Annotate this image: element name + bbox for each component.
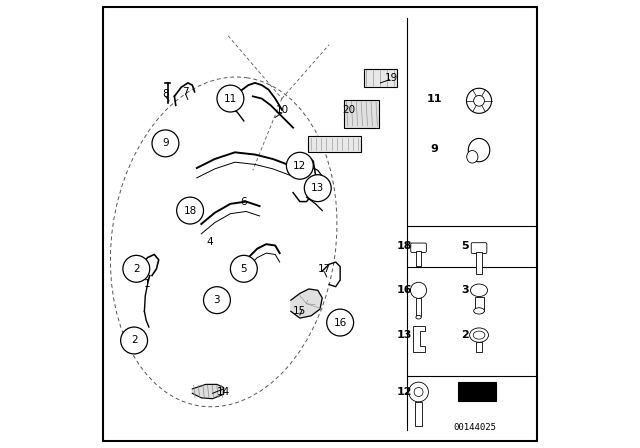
FancyBboxPatch shape [471,243,487,254]
Text: 5: 5 [461,241,468,250]
Text: 1: 1 [144,280,151,289]
Text: 10: 10 [275,105,289,115]
Circle shape [326,309,353,336]
Text: 13: 13 [311,183,324,193]
Ellipse shape [470,328,488,342]
Bar [416,298,421,316]
Text: 19: 19 [385,73,398,83]
Circle shape [230,255,257,282]
Circle shape [467,88,492,113]
Text: 18: 18 [396,241,412,250]
Text: 2: 2 [133,264,140,274]
Text: 6: 6 [241,197,247,207]
Circle shape [177,197,204,224]
Circle shape [217,85,244,112]
FancyBboxPatch shape [364,69,397,87]
Ellipse shape [470,284,488,297]
Text: 4: 4 [207,237,214,247]
Circle shape [120,327,147,354]
Text: 20: 20 [342,105,356,115]
Text: 15: 15 [293,306,307,316]
FancyBboxPatch shape [458,382,495,401]
Polygon shape [192,384,223,399]
Bar [416,251,421,266]
Bar [476,342,482,352]
Text: 00144025: 00144025 [453,423,496,432]
FancyBboxPatch shape [308,136,361,152]
Text: 8: 8 [162,89,169,99]
Text: 2: 2 [131,336,138,345]
Bar [474,297,484,311]
FancyBboxPatch shape [344,100,379,128]
Circle shape [287,152,314,179]
Circle shape [409,382,428,402]
Text: 9: 9 [430,144,438,154]
Text: 12: 12 [293,161,307,171]
Polygon shape [413,326,425,352]
FancyBboxPatch shape [411,243,426,253]
Circle shape [414,388,423,396]
Text: 18: 18 [184,206,196,215]
Circle shape [152,130,179,157]
Text: 5: 5 [241,264,247,274]
Text: 11: 11 [426,95,442,104]
Bar [476,252,482,274]
Circle shape [305,175,332,202]
Ellipse shape [468,138,490,162]
Text: 17: 17 [318,264,331,274]
Text: 13: 13 [397,330,412,340]
Ellipse shape [467,151,478,163]
Text: 3: 3 [214,295,220,305]
Text: 16: 16 [396,285,412,295]
Circle shape [474,95,484,106]
Text: 9: 9 [162,138,169,148]
Text: 12: 12 [396,387,412,397]
Circle shape [123,255,150,282]
Text: 7: 7 [182,87,189,97]
Text: 11: 11 [224,94,237,103]
Ellipse shape [416,315,421,319]
Bar [415,402,422,426]
Text: 16: 16 [333,318,347,327]
Ellipse shape [474,308,484,314]
Circle shape [410,282,427,298]
Ellipse shape [473,331,485,339]
Text: 14: 14 [217,387,230,397]
Polygon shape [291,289,323,318]
Text: 3: 3 [461,285,468,295]
Circle shape [204,287,230,314]
Text: 2: 2 [461,330,468,340]
